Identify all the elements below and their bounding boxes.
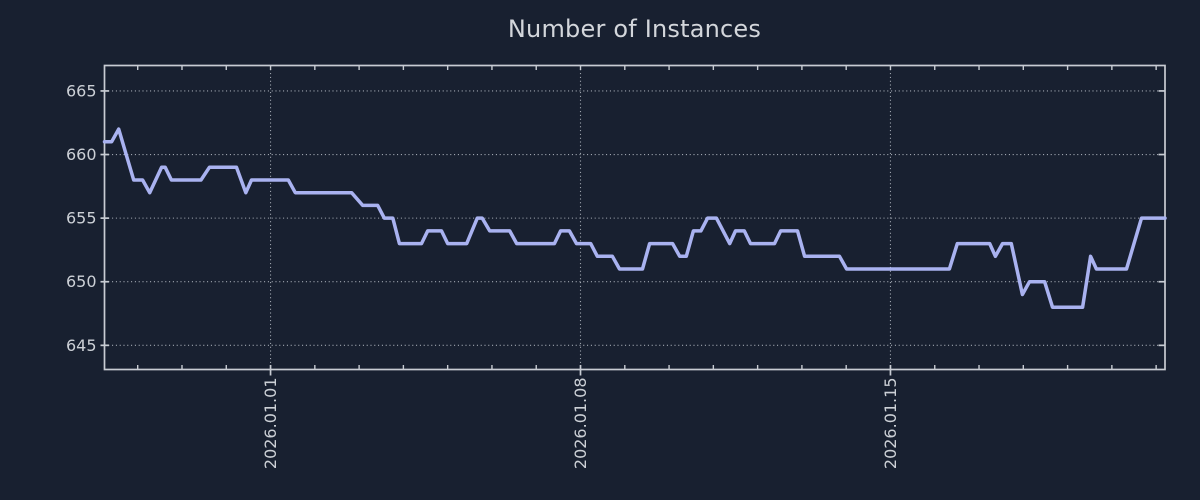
x-tick-label: 2026.01.01 [261,378,280,470]
y-tick-label: 645 [66,336,97,355]
y-tick-label: 655 [66,209,97,228]
series-line [102,127,1167,309]
y-tick-label: 660 [66,145,97,164]
y-tick-label: 665 [66,81,97,100]
x-tick-label: 2026.01.15 [881,378,900,470]
y-tick-label: 650 [66,272,97,291]
chart-title: Number of Instances [507,15,762,43]
axes-spines [103,64,1166,371]
x-tick-label: 2026.01.08 [571,378,590,470]
